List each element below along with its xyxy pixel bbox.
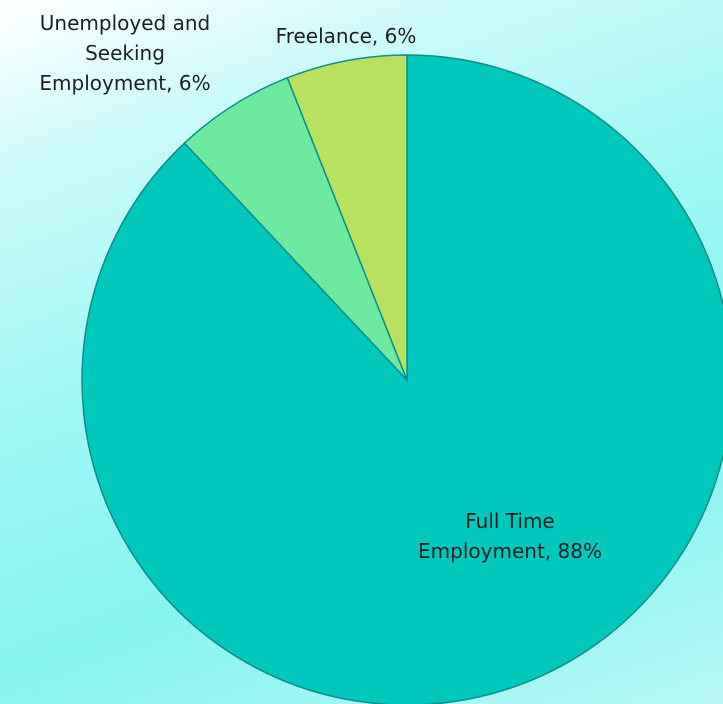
slice-labels: Full Time Employment, 88% Unemployed and Se… — [39, 11, 602, 563]
slice-label-line: Seeking — [85, 41, 165, 65]
slice-label-line: Employment, 6% — [39, 71, 210, 95]
slice-label-line: Unemployed and — [40, 11, 210, 35]
pie-slice-unemployed — [183, 76, 408, 381]
slice-label-unemployed: Unemployed and Seeking Employment, 6% — [39, 11, 210, 95]
slice-label-line: Full Time — [465, 509, 555, 533]
slice-label-full-time: Full Time Employment, 88% — [418, 509, 602, 563]
slice-label-line: Freelance, 6% — [276, 24, 417, 48]
slice-label-line: Employment, 88% — [418, 539, 602, 563]
pie-slice-freelance — [286, 54, 408, 381]
pie-slice-full-time — [81, 54, 723, 704]
pie-slices — [81, 54, 723, 704]
slice-label-freelance: Freelance, 6% — [276, 24, 417, 48]
